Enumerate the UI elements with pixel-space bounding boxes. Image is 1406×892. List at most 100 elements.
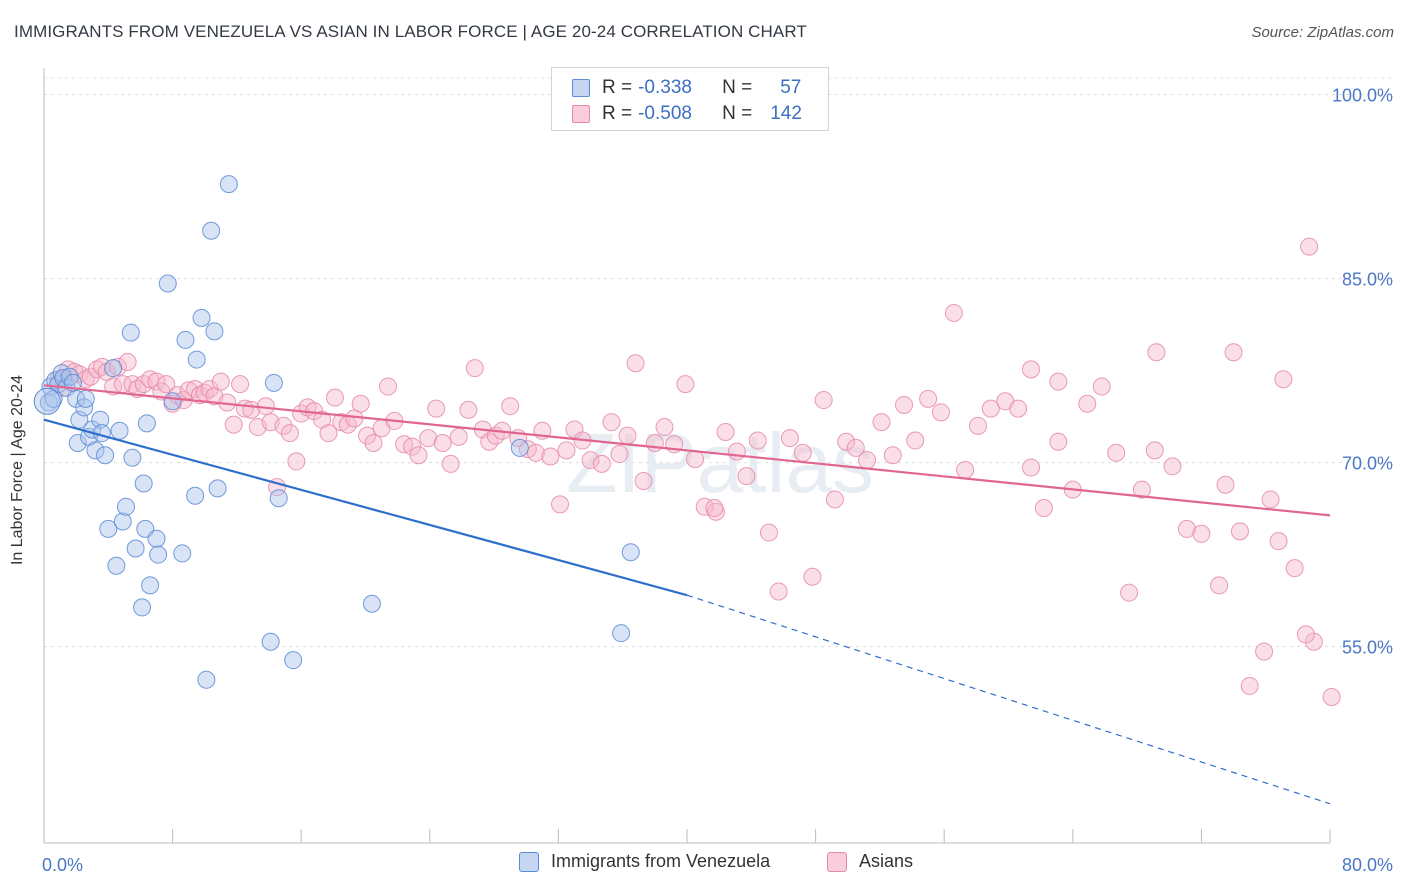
data-point-asians (1022, 458, 1041, 477)
data-point-venezuela (39, 393, 58, 412)
data-point-asians (626, 354, 645, 373)
data-point-asians (1285, 559, 1304, 578)
data-point-asians (1147, 343, 1166, 362)
data-point-asians (364, 434, 383, 453)
data-point-asians (686, 449, 705, 468)
data-point-venezuela (113, 512, 132, 531)
data-point-venezuela (205, 322, 224, 341)
data-point-asians (906, 431, 925, 450)
y-tick-label: 85.0% (1342, 270, 1393, 290)
data-point-asians (1255, 642, 1274, 661)
y-tick-label: 70.0% (1342, 454, 1393, 474)
data-point-asians (780, 429, 799, 448)
data-point-venezuela (121, 323, 140, 342)
data-point-asians (274, 416, 293, 435)
data-point-asians (1261, 490, 1280, 509)
data-point-venezuela (107, 556, 126, 575)
trend-line-asians (43, 384, 1331, 517)
data-point-venezuela (33, 387, 61, 415)
data-point-asians (846, 438, 865, 457)
data-point-asians (931, 403, 950, 422)
data-point-asians (1192, 524, 1211, 543)
data-point-venezuela (264, 373, 283, 392)
data-point-asians (1092, 377, 1111, 396)
data-point-asians (1224, 343, 1243, 362)
data-point-asians (1300, 237, 1319, 256)
data-point-asians (157, 375, 176, 394)
data-point-asians (1034, 499, 1053, 518)
data-point-venezuela (176, 330, 195, 349)
legend-n-label: N = (722, 77, 753, 98)
data-point-asians (190, 386, 209, 405)
data-point-venezuela (219, 175, 238, 194)
trend-line-venezuela-extension (686, 594, 1331, 805)
data-point-asians (872, 413, 891, 432)
data-point-asians (409, 446, 428, 465)
series-venezuela-points (33, 175, 640, 689)
x-tick-label: 0.0% (42, 855, 83, 875)
data-point-asians (1240, 676, 1259, 695)
data-point-asians (655, 418, 674, 437)
data-point-venezuela (137, 414, 156, 433)
source-label: Source: ZipAtlas.com (1251, 24, 1394, 41)
correlation-legend: R = -0.338 N = 57 R = -0.508 N = 142 (551, 67, 829, 131)
data-point-venezuela (68, 434, 87, 453)
data-point-asians (1009, 399, 1028, 418)
data-point-asians (1269, 532, 1288, 551)
data-point-asians (211, 372, 230, 391)
data-point-asians (351, 394, 370, 413)
data-point-venezuela (163, 392, 182, 411)
legend-n-value: 57 (780, 77, 802, 98)
data-point-asians (968, 416, 987, 435)
data-point-asians (541, 447, 560, 466)
data-point-venezuela (158, 274, 177, 293)
data-point-asians (433, 434, 452, 453)
data-point-venezuela (621, 543, 640, 562)
data-point-venezuela (269, 489, 288, 508)
data-point-asians (814, 391, 833, 410)
data-point-asians (1120, 583, 1139, 602)
data-point-asians (1049, 372, 1068, 391)
data-point-asians (825, 490, 844, 509)
data-point-asians (793, 443, 812, 462)
data-point-asians (1078, 394, 1097, 413)
data-point-asians (419, 429, 438, 448)
grid-lines (44, 77, 1392, 648)
data-point-venezuela (192, 308, 211, 327)
legend-r-value: -0.508 (638, 103, 692, 124)
data-point-asians (981, 399, 1000, 418)
data-point-asians (634, 472, 653, 491)
legend-row-venezuela: R = -0.338 N = 57 (572, 76, 801, 100)
data-point-venezuela (149, 545, 168, 564)
data-point-asians (441, 454, 460, 473)
data-point-asians (858, 451, 877, 470)
data-point-asians (358, 426, 377, 445)
legend-n-label: N = (722, 103, 753, 124)
data-point-asians (705, 499, 724, 518)
data-point-asians (319, 424, 338, 443)
data-point-venezuela (110, 421, 129, 440)
legend-swatch-venezuela (519, 851, 539, 872)
data-point-venezuela (133, 598, 152, 617)
data-point-asians (379, 377, 398, 396)
legend-swatch-asians (827, 851, 847, 872)
legend-item-asians[interactable]: Asians (827, 851, 913, 872)
data-point-venezuela (186, 486, 205, 505)
data-point-venezuela (96, 446, 115, 465)
legend-r-label: R = (602, 77, 633, 98)
data-point-asians (1132, 480, 1151, 499)
data-point-venezuela (141, 576, 160, 595)
data-point-venezuela (123, 448, 142, 467)
data-point-venezuela (86, 441, 105, 460)
data-point-asians (610, 445, 629, 464)
data-point-asians (618, 426, 637, 445)
data-point-asians (727, 442, 746, 461)
data-point-asians (1230, 522, 1249, 541)
data-point-venezuela (76, 389, 95, 408)
series-legend: Immigrants from Venezuela Asians (0, 851, 1406, 877)
legend-item-venezuela[interactable]: Immigrants from Venezuela (519, 851, 770, 872)
data-point-asians (427, 399, 446, 418)
data-point-venezuela (284, 651, 303, 670)
data-point-asians (551, 495, 570, 514)
legend-swatch-venezuela (572, 79, 590, 97)
